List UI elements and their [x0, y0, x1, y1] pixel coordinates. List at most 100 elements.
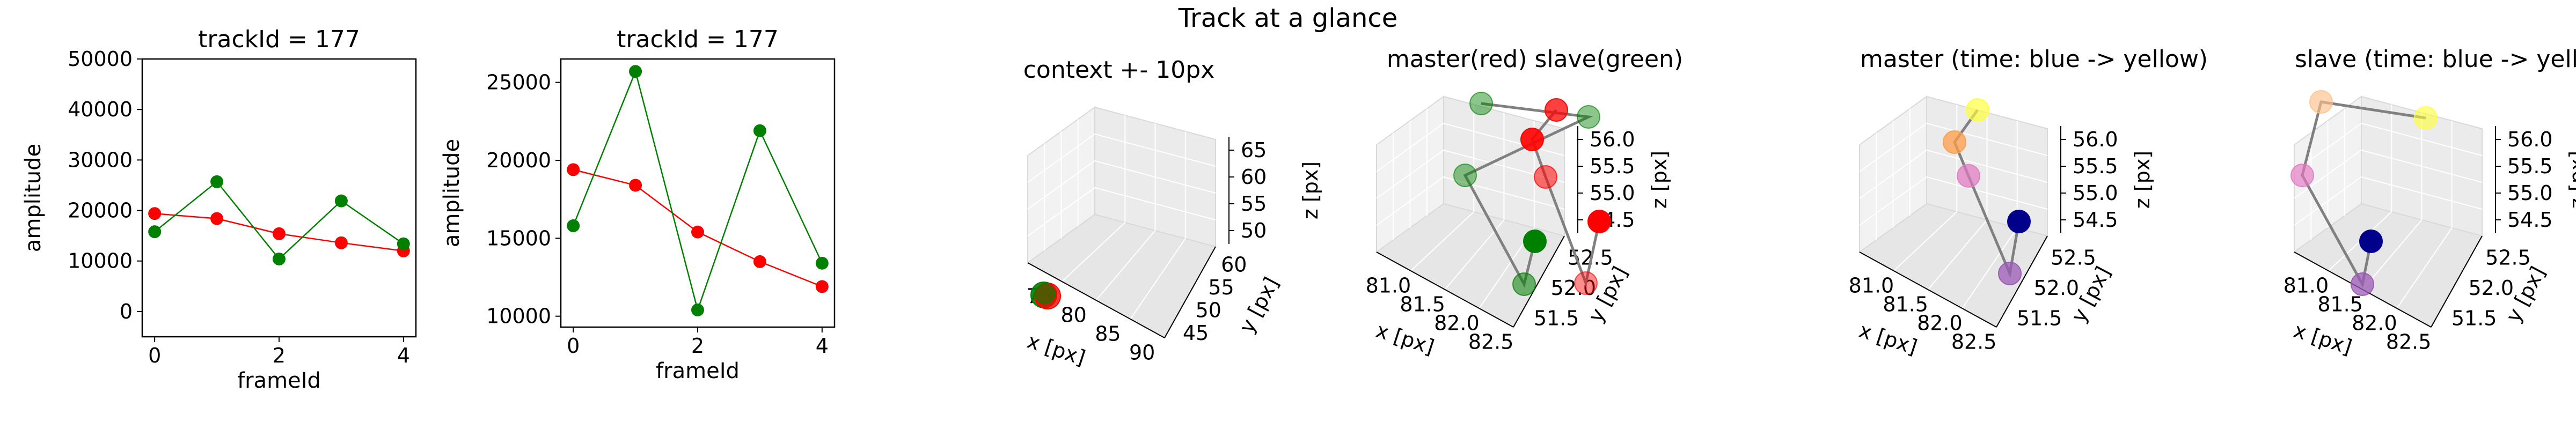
z-tick-label: 60	[1241, 165, 1267, 189]
master-point	[1545, 98, 1568, 122]
data-point	[334, 194, 348, 208]
y-tick-label: 51.5	[1534, 307, 1579, 330]
z-tick-label: 56.0	[2507, 128, 2553, 151]
x-axis-label: frameId	[656, 359, 740, 383]
grid-line	[1927, 219, 1988, 290]
z-axis-label: z [px]	[1299, 161, 1322, 219]
chart-3d-5: master (time: blue -> yellow)81.081.582.…	[1849, 46, 2208, 359]
y-tick-label: 25000	[486, 71, 551, 94]
y-axis-label: y [px]	[1235, 273, 1284, 337]
data-point	[273, 227, 286, 240]
x-tick-label: 85	[1095, 322, 1121, 346]
x-axis-line	[1027, 262, 1165, 338]
y-axis-line	[1164, 246, 1216, 338]
z-tick-label: 55.5	[2507, 154, 2553, 178]
slave-point	[1469, 92, 1493, 115]
x-tick-label: 90	[1129, 341, 1155, 365]
chart-3d-6: slave (time: blue -> yellow) 81.081.582.0…	[2284, 46, 2576, 359]
z-tick-label: 54.5	[2507, 208, 2553, 232]
z-axis-label: z [px]	[2131, 151, 2154, 209]
x-axis-line	[1376, 252, 1514, 328]
grid-line	[1027, 160, 1216, 210]
plot-frame	[560, 58, 836, 328]
y-axis-line	[1513, 235, 1565, 328]
grid-line	[1376, 149, 1565, 199]
x-tick-label: 82.5	[2386, 330, 2432, 354]
x-axis-label: x [px]	[1856, 319, 1920, 359]
y-tick-label: 30000	[68, 148, 133, 172]
grid-line	[1027, 133, 1216, 183]
x-tick-label: 81.5	[2317, 293, 2363, 316]
z-tick-label: 50	[1241, 219, 1267, 242]
z-tick-label: 55.5	[1590, 154, 1635, 178]
x-tick-label: 4	[816, 334, 829, 358]
z-tick-label: 56.0	[2073, 128, 2118, 151]
time-point	[2414, 106, 2438, 130]
time-point	[1943, 130, 1966, 154]
data-point	[397, 237, 410, 250]
time-point	[2351, 272, 2374, 296]
y-tick-label: 0	[120, 300, 133, 323]
chart-title: context +- 10px	[1023, 56, 1215, 84]
data-point	[210, 212, 224, 225]
z-tick-label: 55.0	[2073, 181, 2118, 205]
y-tick-label: 45	[1183, 321, 1209, 345]
x-tick-label: 81.5	[1883, 293, 1928, 316]
data-point	[567, 163, 580, 176]
line-chart-1: trackId = 177 frameId amplitude 0 2 4 0 10000 20…	[21, 26, 417, 393]
data-point	[148, 225, 162, 239]
x-axis-line	[1859, 252, 1997, 328]
grid-line	[1859, 176, 2048, 226]
x-tick-label: 80	[1060, 304, 1086, 327]
grid-line	[1027, 187, 1216, 236]
grid-line	[1095, 230, 1156, 301]
y-tick-label: 52.0	[2034, 276, 2080, 300]
z-axis-label: z [px]	[1648, 151, 1671, 209]
x-tick-label: 0	[148, 344, 161, 367]
grid-line	[1893, 211, 1957, 271]
master-point	[1534, 165, 1557, 189]
time-point	[1998, 262, 2022, 285]
x-axis-label: x [px]	[1373, 319, 1437, 359]
slave-point	[1523, 230, 1547, 253]
x-tick-label: 81.0	[2284, 274, 2329, 298]
grid-line	[1410, 211, 1474, 271]
data-point	[815, 256, 829, 270]
line-chart-2: trackId = 177 frameId amplitude 0 2 4 10000 150…	[440, 26, 836, 383]
y-tick-label: 52.5	[2485, 246, 2531, 269]
chart-title: master (time: blue -> yellow)	[1860, 46, 2208, 73]
time-point	[2309, 90, 2333, 114]
y-tick-label: 52.0	[2469, 276, 2514, 300]
z-axis-label: z [px]	[2565, 151, 2576, 209]
data-point	[567, 219, 580, 233]
slave-point	[1577, 105, 1600, 129]
plot-frame	[141, 58, 417, 338]
grid-line	[1859, 122, 2048, 172]
x-tick-label: 82.0	[2352, 312, 2397, 335]
master-point	[1520, 128, 1544, 151]
grid-line	[1962, 227, 2018, 309]
chart-title: slave (time: blue -> yellow)	[2295, 46, 2576, 73]
grid-line	[1062, 222, 1125, 282]
z-tick-label: 55.5	[2073, 154, 2118, 178]
z-tick-label: 55.0	[2507, 181, 2553, 205]
z-tick-label: 55	[1241, 192, 1267, 216]
time-point	[2359, 230, 2383, 253]
data-point	[629, 65, 642, 78]
grid-line	[1130, 238, 1186, 320]
z-tick-label: 55.0	[1590, 181, 1635, 205]
x-tick-label: 82.0	[1434, 312, 1480, 335]
chart-3d-4: master(red) slave(green) 81.081.582.082.5…	[1366, 46, 1684, 359]
x-tick-label: 82.0	[1917, 312, 1963, 335]
y-tick-label: 20000	[68, 199, 133, 223]
y-tick-label: 55	[1208, 276, 1234, 299]
x-tick-label: 81.0	[1366, 274, 1411, 298]
data-point	[753, 255, 766, 268]
y-tick-label: 10000	[68, 249, 133, 273]
time-point	[1966, 98, 1989, 122]
x-tick-label: 82.5	[1468, 330, 1514, 354]
x-axis-label: x [px]	[2291, 319, 2355, 359]
y-tick-label: 50	[1196, 298, 1221, 322]
chart-title: trackId = 177	[617, 26, 779, 53]
